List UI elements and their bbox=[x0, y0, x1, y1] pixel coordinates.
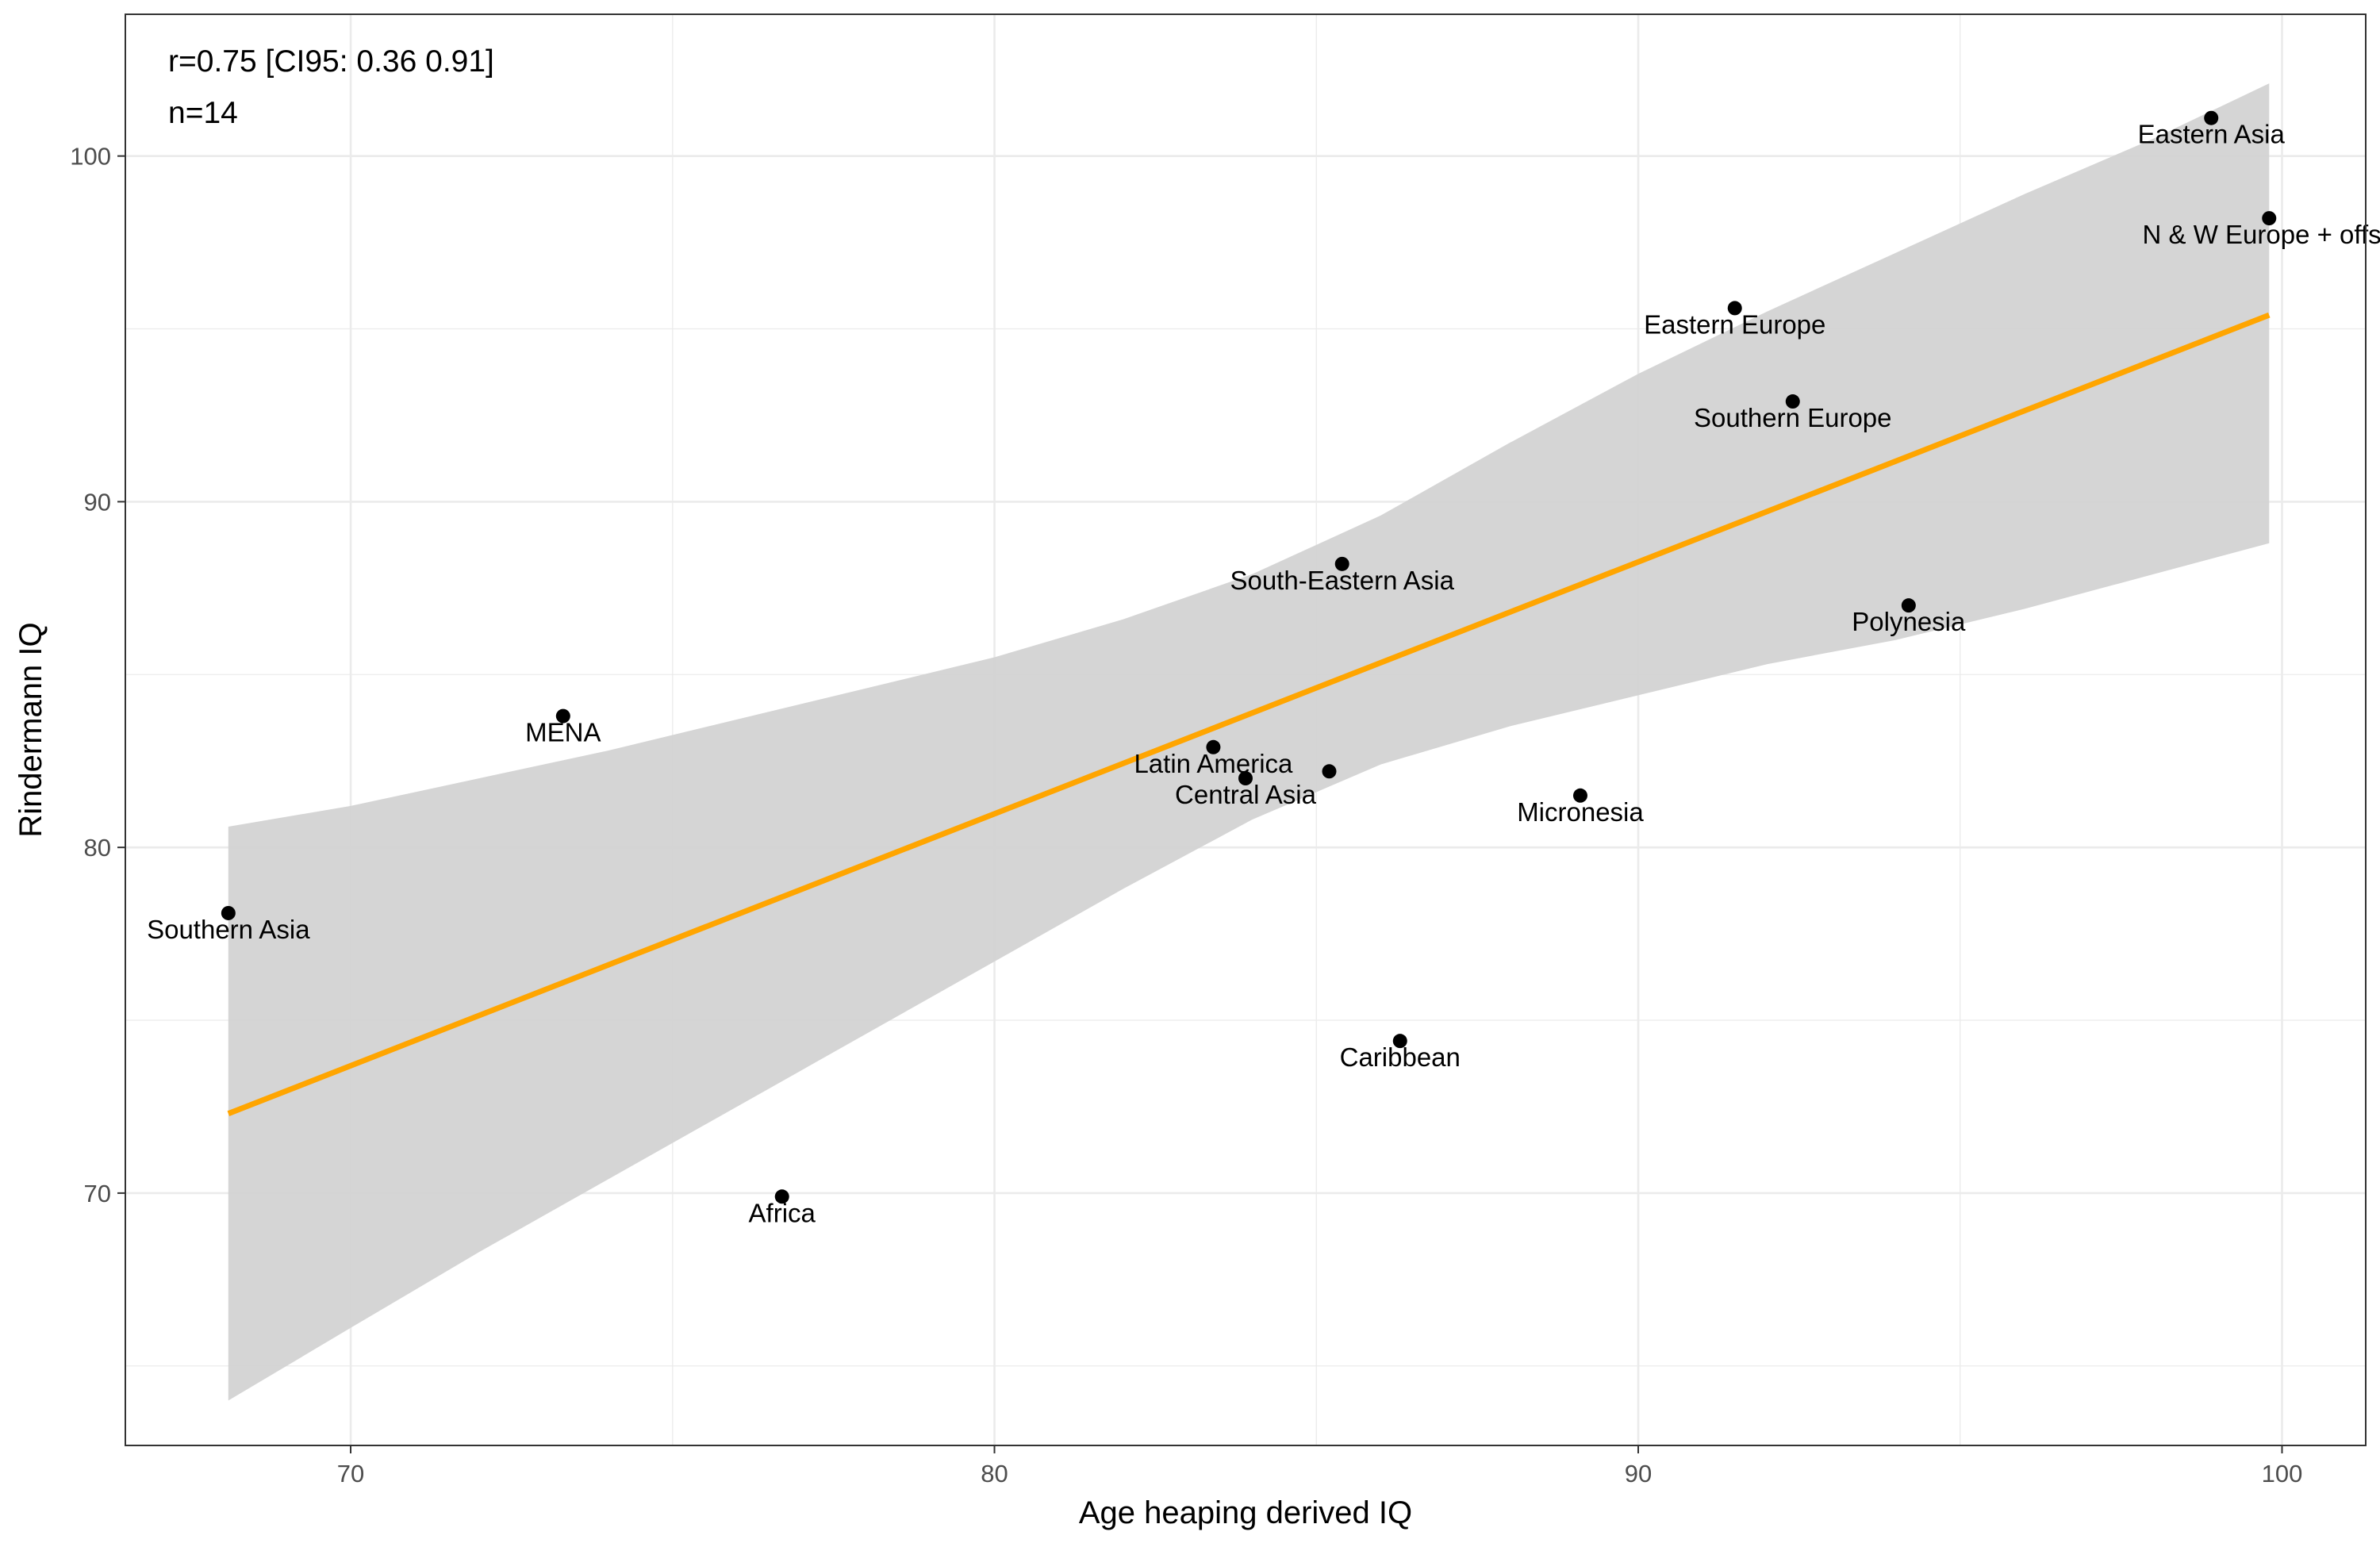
data-point bbox=[1392, 1034, 1407, 1049]
y-tick-label: 100 bbox=[70, 143, 111, 171]
x-tick-label: 80 bbox=[981, 1460, 1008, 1488]
point-label: Eastern Europe bbox=[1644, 309, 1825, 339]
sample-size-annotation: n=14 bbox=[168, 96, 238, 130]
data-point bbox=[2262, 211, 2277, 226]
data-point bbox=[221, 905, 236, 920]
point-label: South-Eastern Asia bbox=[1230, 566, 1454, 595]
y-tick-label: 90 bbox=[84, 488, 111, 516]
correlation-annotation: r=0.75 [CI95: 0.36 0.91] bbox=[168, 44, 494, 79]
regression-line bbox=[227, 312, 2271, 1116]
point-label: Africa bbox=[749, 1198, 816, 1227]
panel-border bbox=[125, 13, 2367, 1446]
data-point bbox=[1901, 598, 1916, 613]
point-label: Latin America bbox=[1134, 749, 1293, 778]
major-gridlines bbox=[125, 14, 2366, 1445]
data-point bbox=[1785, 394, 1800, 409]
point-label: Caribbean bbox=[1340, 1042, 1461, 1072]
data-point bbox=[1206, 739, 1221, 754]
data-point bbox=[2204, 110, 2219, 125]
point-label: N & W Europe + offsh bbox=[2143, 220, 2380, 249]
point-label: Micronesia bbox=[1517, 797, 1644, 827]
x-tick-label: 70 bbox=[337, 1460, 364, 1488]
point-label: Central Asia bbox=[1175, 780, 1317, 809]
y-axis-title: Rindermann IQ bbox=[13, 622, 48, 837]
y-axis-ticks: 70 80 90 100 bbox=[70, 143, 125, 1207]
data-point bbox=[555, 708, 570, 724]
data-point bbox=[1727, 301, 1742, 316]
data-points bbox=[221, 110, 2277, 1204]
x-tick-label: 100 bbox=[2262, 1460, 2303, 1488]
confidence-band bbox=[228, 83, 2270, 1401]
point-label: MENA bbox=[525, 718, 601, 747]
point-labels: Southern Asia MENA Africa Latin AmericaCent… bbox=[147, 120, 2380, 1228]
x-axis-ticks: 70 80 90 100 bbox=[337, 1445, 2303, 1488]
point-label: Eastern Asia bbox=[2138, 120, 2286, 149]
data-point bbox=[1334, 556, 1349, 571]
data-point bbox=[1572, 788, 1587, 803]
x-axis-title: Age heaping derived IQ bbox=[1079, 1495, 1412, 1530]
y-tick-label: 70 bbox=[84, 1180, 111, 1207]
x-tick-label: 90 bbox=[1625, 1460, 1652, 1488]
data-point bbox=[1322, 764, 1337, 779]
y-tick-label: 80 bbox=[84, 834, 111, 862]
point-label: Southern Asia bbox=[147, 915, 310, 944]
point-label: Polynesia bbox=[1852, 607, 1966, 636]
data-point bbox=[1238, 771, 1253, 786]
point-label: Southern Europe bbox=[1694, 403, 1892, 432]
data-point bbox=[774, 1189, 789, 1204]
